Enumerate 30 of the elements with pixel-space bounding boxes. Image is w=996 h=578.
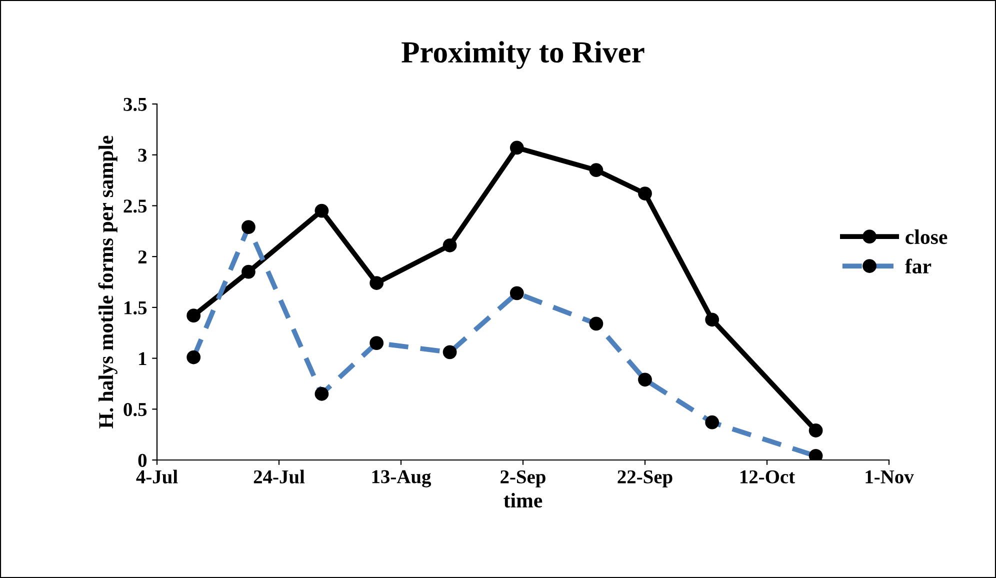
point <box>589 163 604 178</box>
point <box>705 312 720 327</box>
y-axis-title: H. halys motile forms per sample <box>98 136 118 428</box>
x-tick-label: 2-Sep <box>500 470 546 488</box>
y-tick-label: 0.5 <box>124 402 147 416</box>
x-tick-label: 13-Aug <box>372 470 432 488</box>
point <box>808 424 823 438</box>
x-tick-label: 1-Nov <box>866 470 914 484</box>
legend-label: far <box>905 258 932 274</box>
x-tick-label: 22-Sep <box>618 470 672 488</box>
x-axis-title: time <box>504 492 542 508</box>
chart-title: Proximity to River <box>402 41 644 69</box>
point <box>638 186 652 200</box>
point <box>186 308 201 323</box>
y-tick-label: 1.5 <box>124 301 147 314</box>
x-tick-label: 24-Jul <box>254 470 305 484</box>
y-tick-label: 0 <box>138 454 147 467</box>
y-tick-label: 3.5 <box>124 98 147 112</box>
point <box>242 264 256 279</box>
x-tick-label: 12-Oct <box>740 470 795 484</box>
point <box>510 140 524 155</box>
x-tick-label: 4-Jul <box>136 470 178 484</box>
point <box>370 276 384 290</box>
point <box>314 204 329 218</box>
y-tick-label: 2 <box>138 250 146 264</box>
point <box>442 238 457 252</box>
y-tick-label: 2.5 <box>124 200 147 213</box>
y-tick-label: 1 <box>139 352 146 366</box>
legend-label: close <box>906 229 948 244</box>
y-tick-label: 3 <box>138 148 147 162</box>
